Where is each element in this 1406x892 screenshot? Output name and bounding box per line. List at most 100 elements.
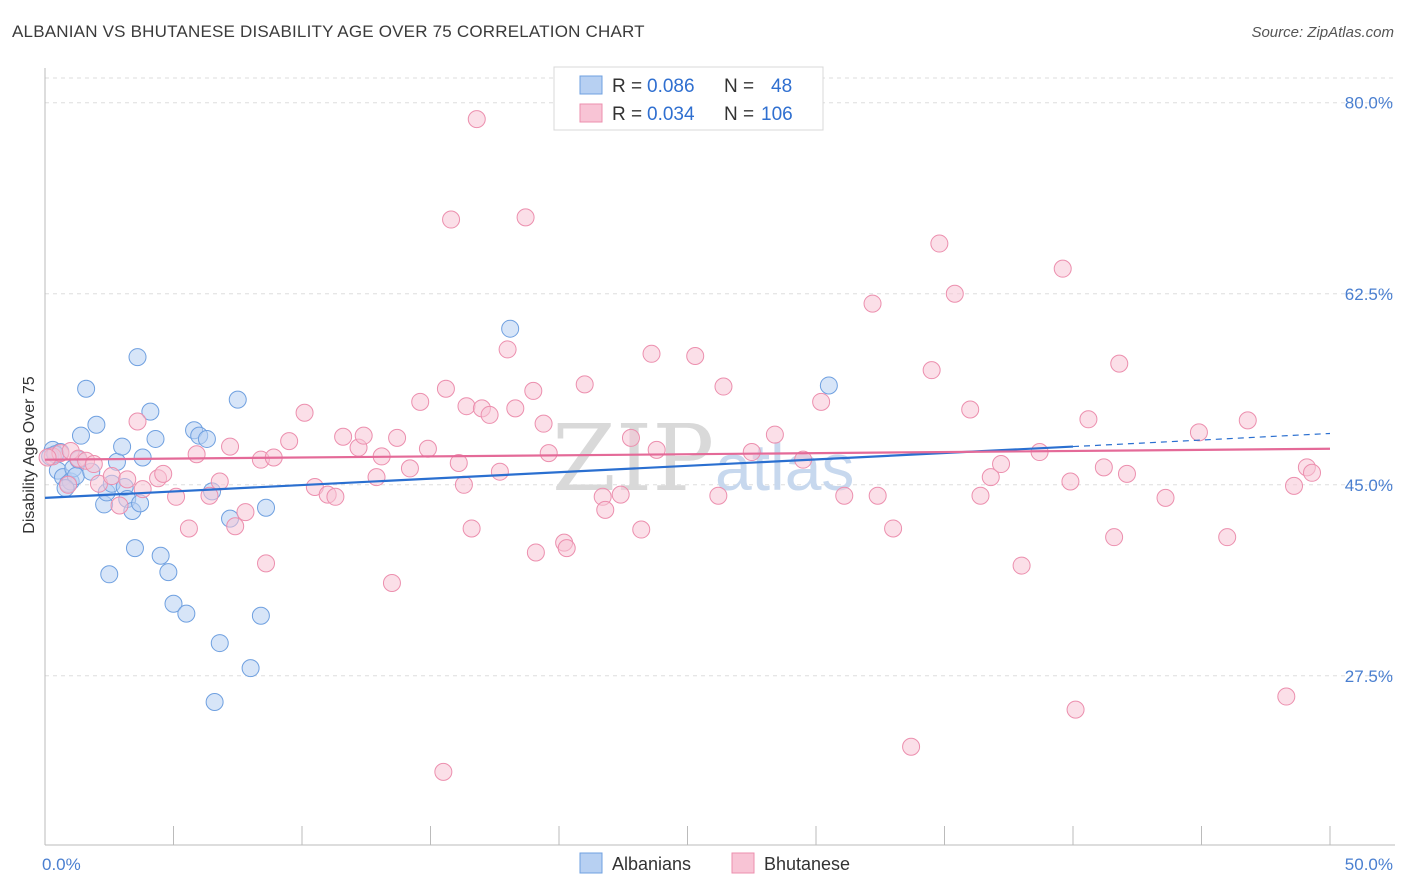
legend-n-label-2: N = bbox=[724, 104, 754, 125]
bhutanese-point bbox=[295, 403, 314, 422]
bhutanese-point bbox=[884, 519, 903, 538]
bhutanese-point bbox=[534, 414, 553, 433]
bhutanese-point bbox=[257, 554, 276, 573]
bhutanese-point bbox=[236, 503, 255, 522]
y-tick-labels: 27.5% 45.0% 62.5% 80.0% bbox=[1345, 94, 1393, 686]
bhutanese-point bbox=[118, 470, 137, 489]
bhutanese-point bbox=[812, 392, 831, 411]
bhutanese-point bbox=[1285, 476, 1304, 495]
bhutanese-point bbox=[59, 475, 78, 494]
bhutanese-point bbox=[449, 453, 468, 472]
bottom-legend-swatch-bhutanese bbox=[731, 852, 755, 874]
bhutanese-point bbox=[326, 487, 345, 506]
bhutanese-point bbox=[992, 455, 1011, 474]
bhutanese-point bbox=[1189, 423, 1208, 442]
legend-r-value-1: 0.086 bbox=[647, 76, 695, 97]
albanians-point bbox=[146, 429, 165, 448]
x-tick-labels: 0.0% 50.0% bbox=[42, 855, 1393, 874]
legend-n-label-1: N = bbox=[724, 76, 754, 97]
bhutanese-point bbox=[38, 448, 57, 467]
bhutanese-point bbox=[524, 381, 543, 400]
bhutanese-point bbox=[1303, 463, 1322, 482]
bhutanese-point bbox=[981, 468, 1000, 487]
albanians-point bbox=[205, 693, 224, 712]
y-tick-label: 27.5% bbox=[1345, 667, 1393, 686]
bhutanese-point bbox=[1218, 528, 1237, 547]
albanians-point bbox=[125, 539, 144, 558]
correlation-legend: R = 0.086 N = 48 R = 0.034 N = 106 bbox=[553, 66, 824, 131]
bhutanese-point bbox=[526, 543, 545, 562]
legend-r-label-1: R = bbox=[612, 76, 642, 97]
bhutanese-point bbox=[367, 468, 386, 487]
bhutanese-point bbox=[280, 432, 299, 451]
bhutanese-point bbox=[128, 412, 147, 431]
albanians-point bbox=[100, 565, 119, 584]
bhutanese-point bbox=[354, 426, 373, 445]
bhutanese-point bbox=[490, 462, 509, 481]
bottom-legend-swatch-albanians bbox=[579, 852, 603, 874]
bhutanese-point bbox=[596, 500, 615, 519]
y-tick-label: 80.0% bbox=[1345, 94, 1393, 113]
bhutanese-point bbox=[133, 480, 152, 499]
albanians-point bbox=[210, 634, 229, 653]
bhutanese-point bbox=[647, 440, 666, 459]
albanians-point bbox=[151, 546, 170, 565]
bhutanese-point bbox=[868, 486, 887, 505]
bhutanese-point bbox=[1066, 700, 1085, 719]
x-tick-label-max: 50.0% bbox=[1345, 855, 1393, 874]
bhutanese-point bbox=[1012, 556, 1031, 575]
bhutanese-point bbox=[742, 443, 761, 462]
bhutanese-point bbox=[1156, 488, 1175, 507]
bhutanese-point bbox=[863, 294, 882, 313]
bhutanese-point bbox=[961, 400, 980, 419]
albanians-point bbox=[228, 390, 247, 409]
albanians-point bbox=[141, 402, 160, 421]
bhutanese-point bbox=[506, 399, 525, 418]
bhutanese-point bbox=[400, 459, 419, 478]
albanians-point bbox=[87, 415, 106, 434]
bhutanese-point bbox=[480, 405, 499, 424]
series-legend: Albanians Bhutanese bbox=[579, 852, 850, 874]
bhutanese-point bbox=[187, 445, 206, 464]
bhutanese-point bbox=[467, 110, 486, 129]
albanians-point bbox=[159, 563, 178, 582]
albanians-point bbox=[501, 319, 520, 338]
legend-n-value-2: 106 bbox=[761, 104, 793, 125]
bhutanese-point bbox=[1238, 411, 1257, 430]
bhutanese-point bbox=[110, 496, 129, 515]
bhutanese-point bbox=[1094, 458, 1113, 477]
legend-n-value-1: 48 bbox=[771, 76, 792, 97]
legend-r-value-2: 0.034 bbox=[647, 104, 695, 125]
albanians-trend-line bbox=[44, 445, 1074, 499]
bhutanese-point bbox=[945, 284, 964, 303]
bhutanese-point bbox=[632, 520, 651, 539]
bottom-legend-albanians: Albanians bbox=[612, 854, 691, 874]
albanians-point bbox=[241, 659, 260, 678]
y-tick-label: 45.0% bbox=[1345, 476, 1393, 495]
bhutanese-point bbox=[516, 208, 535, 227]
bhutanese-point bbox=[575, 375, 594, 394]
legend-swatch-albanians bbox=[579, 75, 603, 95]
x-tick-label-min: 0.0% bbox=[42, 855, 81, 874]
bhutanese-point bbox=[388, 428, 407, 447]
bhutanese-point bbox=[457, 397, 476, 416]
y-tick-label: 62.5% bbox=[1345, 285, 1393, 304]
bhutanese-point bbox=[434, 762, 453, 781]
legend-r-label-2: R = bbox=[612, 104, 642, 125]
bhutanese-point bbox=[454, 475, 473, 494]
source-label: Source: ZipAtlas.com bbox=[1251, 24, 1394, 41]
bhutanese-point bbox=[902, 737, 921, 756]
bhutanese-point bbox=[686, 346, 705, 365]
albanians-point bbox=[164, 594, 183, 613]
bhutanese-point bbox=[436, 379, 455, 398]
bhutanese-point bbox=[539, 444, 558, 463]
bhutanese-point bbox=[971, 486, 990, 505]
chart-title: ALBANIAN VS BHUTANESE DISABILITY AGE OVE… bbox=[12, 22, 645, 41]
albanians-point bbox=[251, 606, 270, 625]
albanians-point bbox=[819, 376, 838, 395]
y-axis-label: Disability Age Over 75 bbox=[21, 376, 38, 534]
bhutanese-point bbox=[1105, 528, 1124, 547]
bottom-legend-bhutanese: Bhutanese bbox=[764, 854, 850, 874]
albanians-point bbox=[113, 437, 132, 456]
